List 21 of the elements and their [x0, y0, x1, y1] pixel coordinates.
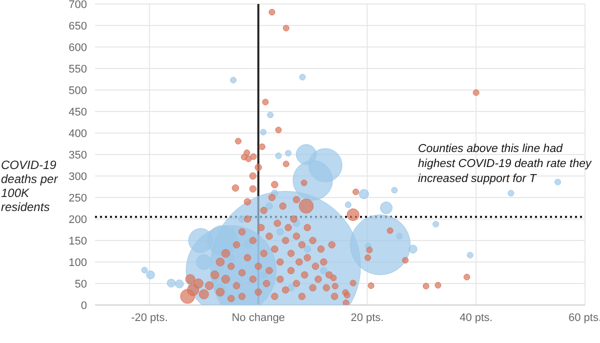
y-tick-label: 450	[68, 106, 87, 118]
x-tick-label: -20 pts.	[131, 312, 168, 324]
y-tick-label: 250	[68, 192, 87, 204]
x-tick-label: No change	[232, 312, 285, 324]
y-tick-label: 0	[80, 300, 87, 312]
y-tick-label: 150	[68, 235, 87, 248]
y-axis-title: COVID-19 deaths per 100K residents	[1, 158, 60, 214]
y-tick-label: 600	[68, 42, 87, 54]
y-tick-label: 650	[68, 20, 87, 32]
x-tick-label: 20 pts.	[350, 312, 384, 324]
annotation: Counties above this line had highest COVID-19 death rate they increased support for T	[418, 142, 593, 187]
y-tick-label: 400	[68, 128, 87, 140]
y-tick-label: 500	[68, 84, 87, 97]
y-tick-label: 100	[68, 256, 87, 269]
y-tick-label: 550	[68, 63, 87, 76]
y-tick-label: 700	[68, 0, 87, 11]
y-tick-label: 350	[68, 149, 87, 162]
y-tick-label: 50	[74, 278, 87, 290]
y-tick-label: 300	[68, 170, 87, 183]
x-tick-label: 40 pts.	[460, 312, 493, 324]
y-tick-label: 200	[68, 214, 87, 226]
